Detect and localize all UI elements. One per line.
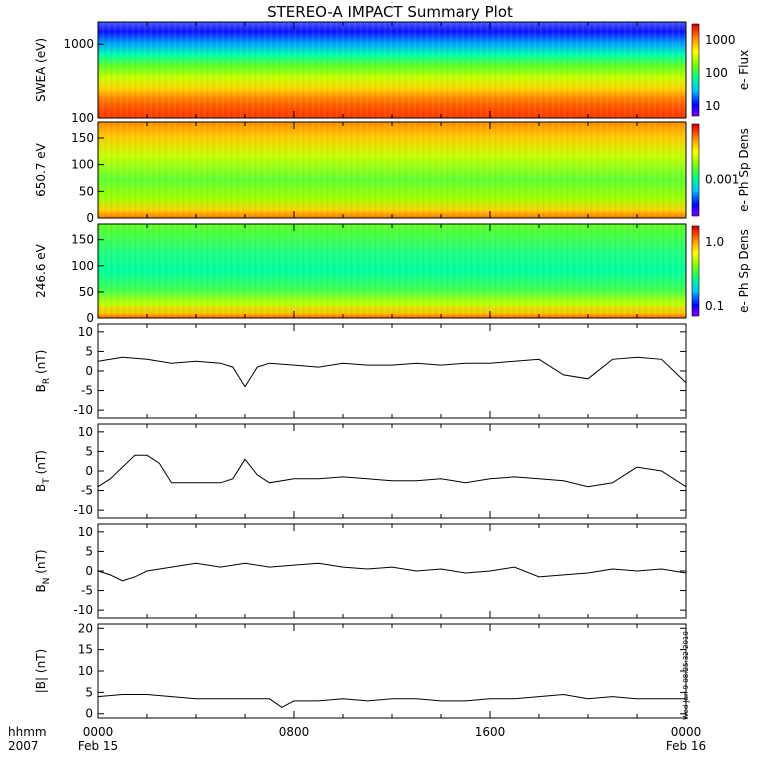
y-tick-label: 150 [71, 131, 94, 145]
panel-frame [97, 323, 687, 419]
y-axis-label: 246.6 eV [34, 243, 48, 298]
y-axis-label: BN (nT) [34, 549, 52, 592]
x-row-label: hhmm [8, 725, 47, 739]
y-tick-label: 15 [78, 643, 93, 657]
colorbar-label: e- Ph Sp Dens [737, 128, 751, 212]
colorbar [691, 23, 700, 117]
panel-6: 10 5 0 -5 -10 BN (nT) [34, 523, 687, 619]
data-line [97, 562, 687, 582]
x-tick-label: 1600 [475, 725, 506, 739]
y-tick-label: -10 [73, 603, 93, 617]
y-axis-label: 650.7 eV [34, 142, 48, 197]
y-tick-label: 10 [78, 425, 93, 439]
y-axis-label: |B| (nT) [34, 649, 48, 693]
colorbar-label: e- Ph Sp Dens [737, 229, 751, 313]
y-tick-label: -5 [81, 484, 93, 498]
timestamp: Wed Jun 9 08:25:32 2010 [682, 631, 690, 720]
y-tick-label: 1000 [63, 37, 94, 51]
y-tick-label: -5 [81, 584, 93, 598]
y-tick-label: 0 [85, 364, 93, 378]
plot-title: STEREO-A IMPACT Summary Plot [267, 3, 513, 21]
colorbar-tick-label: 1000 [705, 33, 736, 47]
y-tick-label: 100 [71, 111, 94, 125]
panel-7: 20 15 10 5 0 |B| (nT) [34, 621, 687, 721]
y-tick-label: 50 [79, 184, 94, 198]
data-line [97, 454, 687, 488]
colorbar-tick-label: 10 [705, 99, 720, 113]
x-date-label: Feb 15 [78, 739, 118, 753]
panel-frame [97, 423, 687, 519]
colorbar-tick-label: 0.1 [705, 299, 724, 313]
y-tick-label: 5 [85, 344, 93, 358]
x-tick-label: 0000 [671, 725, 702, 739]
data-line [97, 693, 686, 708]
colorbar-tick-label: 100 [705, 66, 728, 80]
y-tick-label: 10 [78, 664, 93, 678]
y-tick-label: 150 [71, 233, 94, 247]
x-tick-label: 0800 [279, 725, 310, 739]
y-axis-label: SWEA (eV) [34, 38, 48, 102]
spectrogram-texture [98, 22, 686, 118]
y-tick-label: 20 [78, 621, 93, 635]
y-tick-label: 100 [71, 259, 94, 273]
y-tick-label: 0 [85, 707, 93, 721]
spectrogram-texture [98, 224, 686, 318]
y-tick-label: 0 [85, 564, 93, 578]
colorbar [691, 225, 700, 317]
y-axis-label: BT (nT) [34, 450, 52, 492]
x-year-label: 2007 [8, 739, 39, 753]
panel-frame [97, 523, 687, 619]
y-tick-label: -10 [73, 503, 93, 517]
panel-frame [97, 623, 687, 719]
colorbar-tick-label: 1.0 [705, 235, 724, 249]
colorbar [691, 123, 700, 217]
panel-1: 1000 100 SWEA (eV) 1000 100 10 e- Flux [34, 21, 751, 125]
y-tick-label: 0 [86, 311, 94, 325]
y-tick-label: 5 [85, 544, 93, 558]
colorbar-label: e- Flux [737, 50, 751, 90]
panel-5: 10 5 0 -5 -10 BT (nT) [34, 423, 687, 519]
colorbar-tick-label: 0.001 [705, 173, 739, 187]
y-tick-label: 10 [78, 525, 93, 539]
y-tick-label: 10 [78, 325, 93, 339]
y-tick-label: 5 [85, 444, 93, 458]
y-tick-label: 0 [86, 211, 94, 225]
y-tick-label: 100 [71, 158, 94, 172]
y-tick-label: -10 [73, 403, 93, 417]
data-line [97, 356, 687, 388]
y-tick-label: -5 [81, 384, 93, 398]
x-tick-label: 0000 [83, 725, 114, 739]
y-tick-label: 50 [79, 285, 94, 299]
panel-3: 150 100 50 0 246.6 eV 1.0 0.1 e- Ph Sp Dens [34, 223, 751, 325]
y-tick-label: 0 [85, 464, 93, 478]
panel-4: 10 5 0 -5 -10 BR (nT) [34, 323, 687, 419]
y-tick-label: 5 [85, 685, 93, 699]
x-date-label: Feb 16 [666, 739, 706, 753]
spectrogram-texture [98, 122, 686, 218]
y-axis-label: BR (nT) [34, 350, 52, 393]
